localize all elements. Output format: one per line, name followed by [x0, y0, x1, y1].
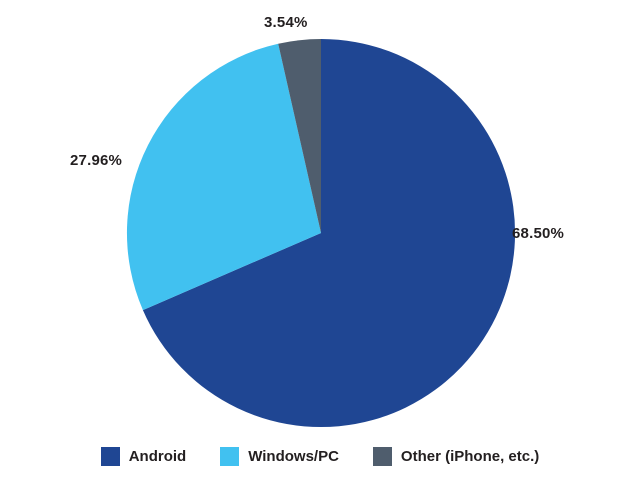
legend-label-other: Other (iPhone, etc.) [400, 448, 540, 465]
legend-swatch-windows-pc [220, 447, 240, 466]
legend: Android Windows/PC Other (iPhone, etc.) [0, 447, 640, 466]
legend-label-android: Android [128, 448, 187, 465]
pie-slice-other-iphone-etc [278, 38, 321, 233]
legend-swatch-other [372, 447, 392, 466]
legend-label-windows-pc: Windows/PC [248, 448, 339, 465]
legend-item-windows-pc: Windows/PC [220, 447, 339, 466]
legend-item-other: Other (iPhone, etc.) [372, 447, 540, 466]
pie-slice-android [142, 38, 516, 428]
pie-slice-windows-pc [126, 43, 321, 311]
data-label-windows-pc: 27.96% [70, 152, 123, 169]
data-label-android: 68.50% [512, 225, 565, 242]
data-label-other: 3.54% [264, 14, 308, 31]
pie-chart [126, 38, 516, 428]
legend-swatch-android [100, 447, 120, 466]
legend-item-android: Android [100, 447, 187, 466]
